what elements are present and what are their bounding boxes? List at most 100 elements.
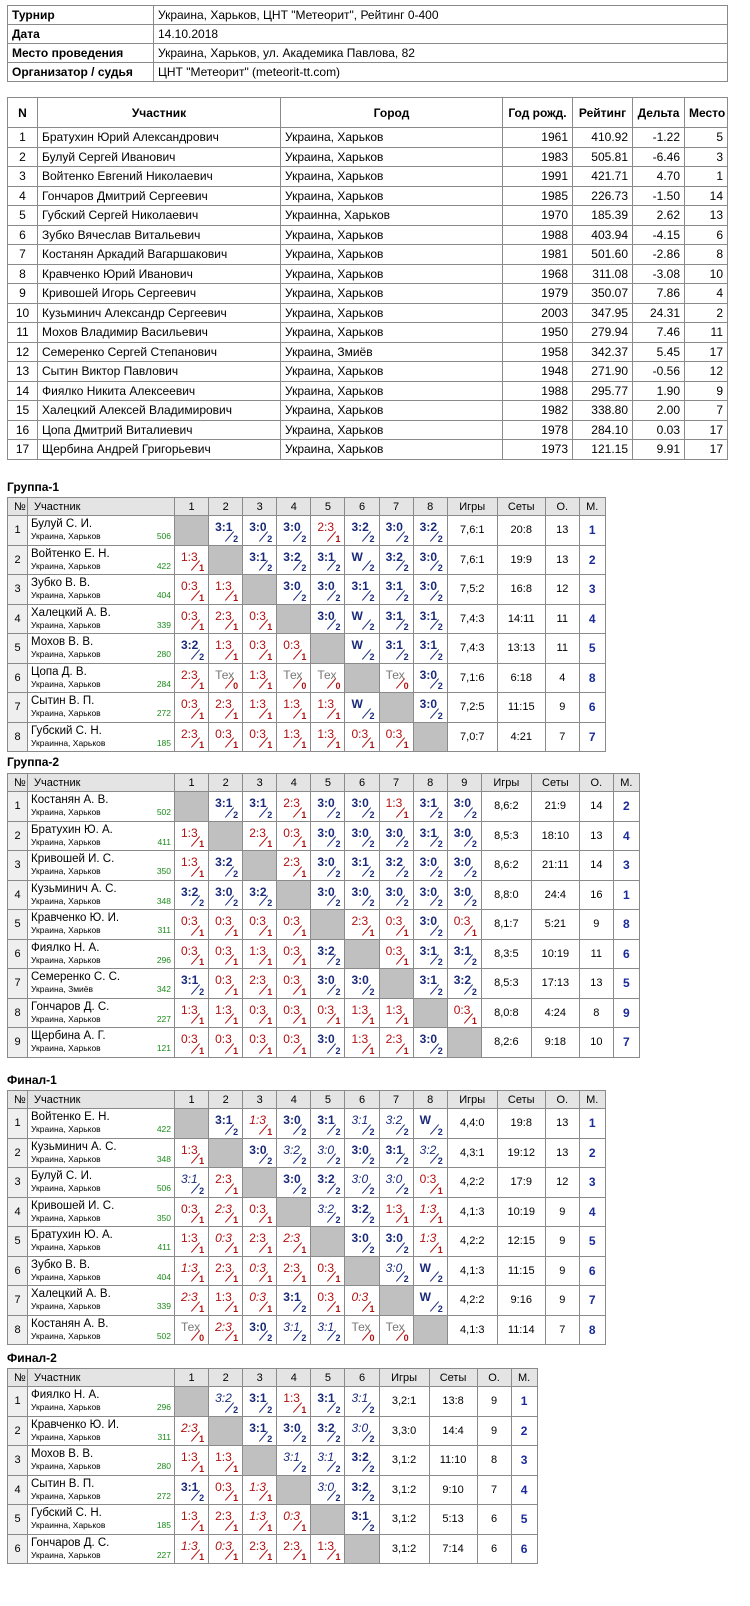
diagonal-cell bbox=[310, 1504, 346, 1535]
head: № Участник 1 2 3 4 5 6 7 8 Игры Сеты О. М. bbox=[7, 1090, 606, 1109]
match-points: 1 bbox=[301, 1274, 307, 1284]
player-name: Цопа Д. В. bbox=[31, 665, 87, 678]
match-points: 1 bbox=[199, 1522, 205, 1533]
match-points: 2 bbox=[301, 1156, 307, 1166]
match-points: 2 bbox=[233, 1126, 239, 1137]
games: 4,2:2 bbox=[446, 1167, 498, 1198]
points: 11 bbox=[544, 633, 580, 664]
match-result: 0:3 1 bbox=[208, 938, 244, 969]
match-points: 2 bbox=[233, 868, 239, 879]
match-points: 1 bbox=[233, 710, 239, 721]
player-city: Украина, Змиёв bbox=[31, 984, 94, 994]
player-name: Булуй С. И. bbox=[31, 1170, 93, 1182]
match-result: 1:3 1 bbox=[242, 662, 278, 693]
match-result: 3:1 2 bbox=[412, 603, 448, 634]
player-row: 5 Кравченко Ю. И. Украина, Харьков 311 0:3 1 0… bbox=[7, 909, 640, 940]
match-score: 3:1 bbox=[385, 1142, 403, 1157]
match-points: 2 bbox=[403, 898, 409, 908]
player-name: Братухин Ю. А. bbox=[31, 1229, 113, 1241]
match-result: 2:3 1 bbox=[208, 1167, 244, 1198]
games: 3,1:2 bbox=[378, 1533, 430, 1564]
participant-cell: 284.10 bbox=[572, 419, 633, 440]
sets: 19:8 bbox=[496, 1108, 546, 1139]
match-result: 0:3 1 bbox=[173, 1027, 210, 1058]
match-score: 3:2 bbox=[317, 1172, 335, 1186]
participant-cell: Цопа Дмитрий Виталиевич bbox=[37, 419, 281, 440]
match-score: 1:3 bbox=[249, 667, 266, 682]
match-score: 3:0 bbox=[283, 520, 301, 534]
player-info: Украина, Харьков 404 bbox=[31, 1272, 171, 1282]
match-points: 1 bbox=[267, 740, 273, 750]
place: 1 bbox=[612, 879, 640, 910]
place: 5 bbox=[578, 633, 606, 664]
match-score: 0:3 bbox=[283, 825, 300, 840]
points: 11 bbox=[544, 603, 580, 634]
sets: 4:24 bbox=[530, 997, 580, 1028]
match-points: 1 bbox=[403, 1016, 409, 1026]
player-rating: 350 bbox=[156, 1212, 171, 1223]
match-points: 2 bbox=[369, 1522, 375, 1533]
points: 11 bbox=[578, 938, 614, 969]
match-points: 0 bbox=[199, 1333, 205, 1343]
participant-cell: 347.95 bbox=[572, 302, 633, 323]
match-points: 2 bbox=[267, 898, 273, 908]
match-result: 0:3 1 bbox=[276, 997, 312, 1028]
games: 4,1:3 bbox=[446, 1314, 498, 1345]
match-score: 3:0 bbox=[385, 884, 403, 899]
participant-cell: 1968 bbox=[502, 263, 573, 284]
column-header: № bbox=[7, 1368, 28, 1387]
match-result: 0:3 1 bbox=[412, 1167, 448, 1198]
match-score: W bbox=[351, 549, 363, 564]
participant-cell: Кравченко Юрий Иванович bbox=[37, 263, 281, 284]
participant-cell: Украина, Харьков bbox=[280, 146, 503, 167]
match-points: 1 bbox=[267, 1522, 273, 1533]
participant-cell: Украина, Харьков bbox=[280, 224, 503, 245]
participant-cell: Украина, Харьков bbox=[280, 185, 503, 206]
match-score: 2:3 bbox=[215, 1260, 232, 1275]
participant-row: 1 Братухин Юрий Александрович Украина, Хар… bbox=[7, 127, 728, 148]
games: 8,8:0 bbox=[480, 879, 532, 910]
column-header: 6 bbox=[344, 1090, 380, 1109]
points: 9 bbox=[544, 692, 580, 723]
diagonal-cell bbox=[344, 1533, 380, 1564]
sets: 9:18 bbox=[530, 1027, 580, 1058]
match-result: 1:3 1 bbox=[173, 544, 210, 575]
player-cell: Костанян А. В. Украина, Харьков 502 bbox=[27, 1314, 175, 1345]
match-score: 3:0 bbox=[419, 549, 437, 564]
match-score: 1:3 bbox=[385, 796, 403, 810]
match-score: 3:1 bbox=[419, 608, 437, 623]
match-score: 1:3 bbox=[351, 1032, 369, 1046]
match-points: 1 bbox=[267, 651, 273, 662]
match-score: 3:2 bbox=[351, 1479, 369, 1494]
match-points: 2 bbox=[335, 986, 341, 997]
column-header: М. bbox=[510, 1368, 538, 1387]
head: № Участник 1 2 3 4 5 6 Игры Сеты О. М. bbox=[7, 1368, 538, 1387]
match-score: 3:0 bbox=[351, 796, 369, 810]
match-score: 3:1 bbox=[351, 1113, 369, 1127]
match-points: 2 bbox=[403, 533, 409, 544]
match-result: 0:3 1 bbox=[276, 938, 312, 969]
row-number: 3 bbox=[7, 574, 28, 605]
match-score: 1:3 bbox=[419, 1201, 437, 1216]
info-value: 14.10.2018 bbox=[153, 24, 728, 44]
row-number: 4 bbox=[7, 1474, 28, 1505]
player-name: Халецкий А. В. bbox=[31, 1288, 111, 1300]
match-score: 1:3 bbox=[249, 1479, 266, 1494]
match-score: 3:2 bbox=[249, 884, 267, 899]
match-score: 3:2 bbox=[283, 1142, 300, 1157]
match-points: 2 bbox=[335, 839, 341, 849]
points: 9 bbox=[544, 1255, 580, 1286]
match-result: 3:0 2 bbox=[310, 879, 346, 910]
match-result: 1:3 1 bbox=[173, 850, 210, 881]
player-cell: Мохов В. В. Украина, Харьков 280 bbox=[27, 1445, 175, 1476]
match-score: 3:1 bbox=[385, 608, 403, 623]
column-header: Участник bbox=[27, 1368, 175, 1387]
match-points: 2 bbox=[403, 592, 409, 603]
match-score: 3:1 bbox=[249, 1420, 267, 1435]
match-points: 2 bbox=[437, 592, 443, 603]
match-points: 1 bbox=[301, 1045, 307, 1056]
match-points: 2 bbox=[437, 868, 443, 879]
player-info: Украина, Харьков 350 bbox=[31, 1213, 171, 1223]
participant-cell: 1983 bbox=[502, 146, 573, 167]
participant-cell: 6 bbox=[684, 224, 728, 245]
